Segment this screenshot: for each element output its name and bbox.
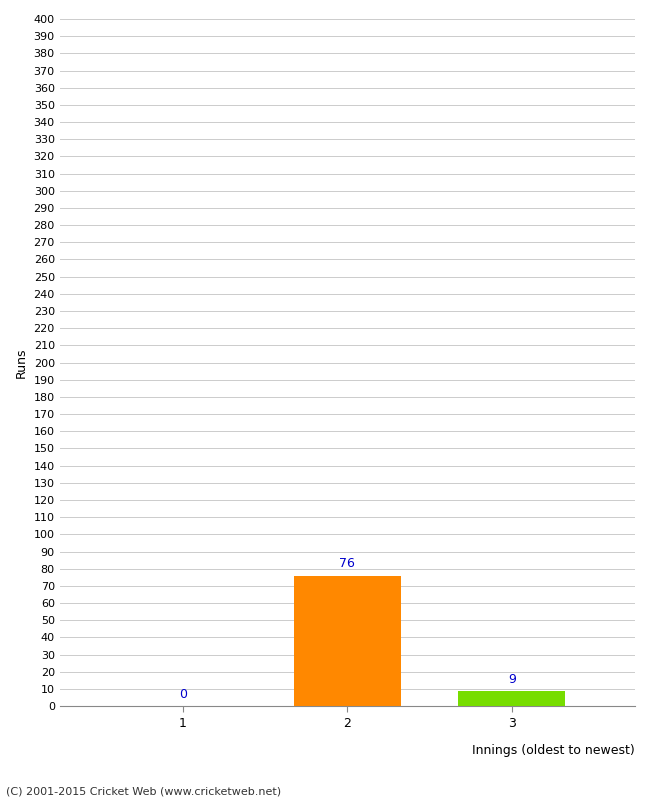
- Text: 0: 0: [179, 688, 187, 701]
- Y-axis label: Runs: Runs: [15, 347, 28, 378]
- Text: 9: 9: [508, 673, 515, 686]
- Text: (C) 2001-2015 Cricket Web (www.cricketweb.net): (C) 2001-2015 Cricket Web (www.cricketwe…: [6, 786, 281, 796]
- Text: Innings (oldest to newest): Innings (oldest to newest): [473, 744, 635, 757]
- Bar: [458, 690, 565, 706]
- Text: 76: 76: [339, 558, 356, 570]
- Bar: [294, 575, 401, 706]
